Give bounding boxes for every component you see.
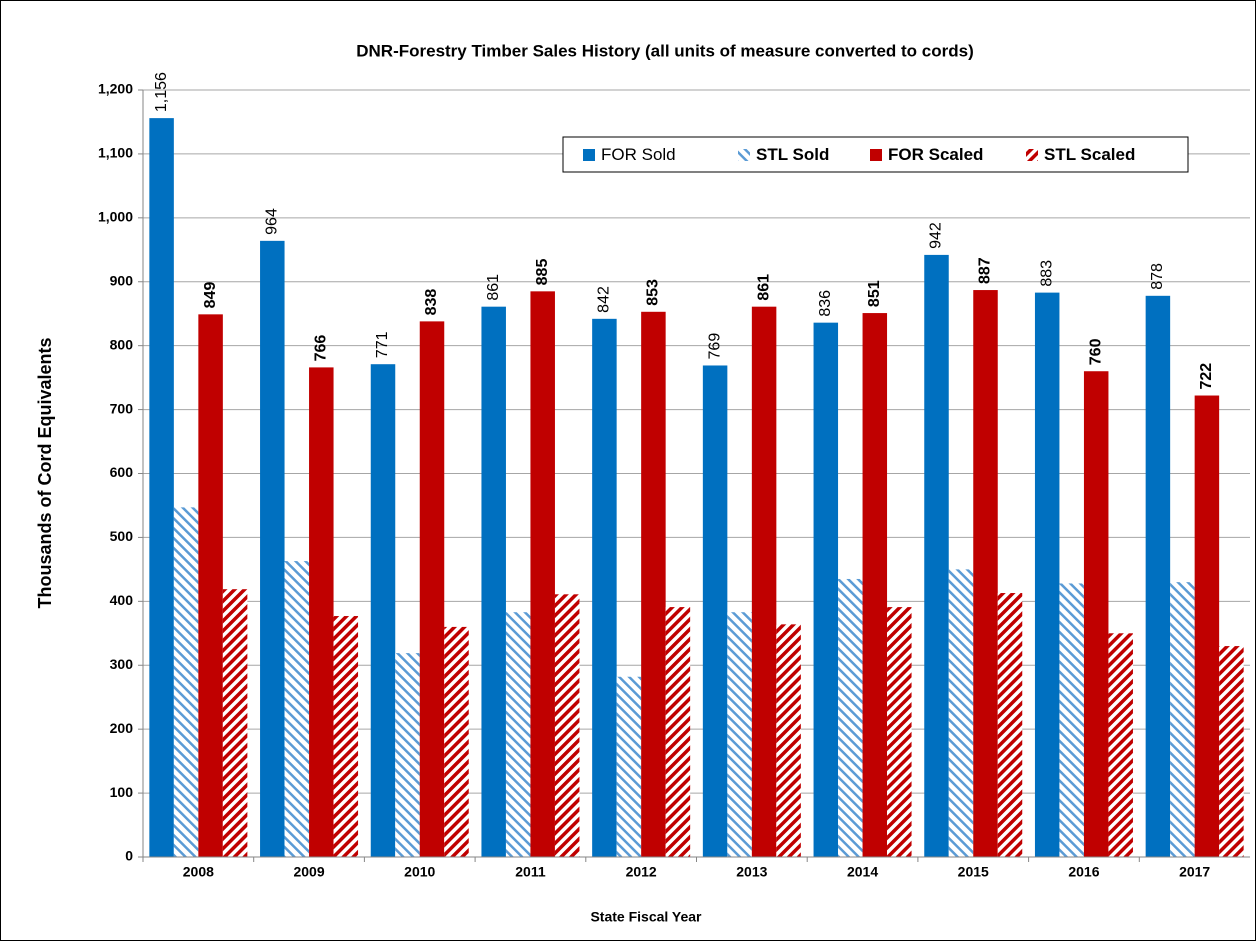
data-label: 851 [866,280,883,307]
data-label: 771 [374,331,391,358]
bar [1170,582,1195,857]
x-tick-label: 2016 [1068,864,1099,880]
legend-swatch [738,149,750,161]
bar [419,321,445,858]
chart-title: DNR-Forestry Timber Sales History (all u… [356,41,974,60]
bar [198,314,223,857]
bar [887,607,912,857]
y-tick-label: 1,100 [98,145,133,161]
y-tick-label: 700 [110,400,134,416]
bar [1083,371,1109,857]
y-tick-label: 0 [125,848,133,864]
data-label: 878 [1149,263,1166,290]
bar [838,578,863,857]
x-tick-label: 2015 [958,864,989,880]
data-label: 964 [264,208,281,235]
bar [862,313,888,857]
legend-swatch [870,149,882,161]
x-tick-label: 2011 [515,864,546,880]
bar [727,612,752,857]
bar [813,322,839,857]
bar [1145,295,1171,858]
data-label: 861 [755,274,772,301]
data-label: 838 [423,289,440,316]
y-tick-label: 100 [110,784,134,800]
x-tick-label: 2013 [736,864,767,880]
data-label: 887 [977,257,994,284]
data-label: 849 [202,282,219,309]
data-label: 769 [706,333,723,360]
bar [222,589,248,857]
data-label: 883 [1038,260,1055,287]
bar [505,612,531,857]
x-tick-label: 2009 [293,864,324,880]
data-label: 766 [313,335,330,362]
legend-label: STL Scaled [1044,145,1135,164]
bar [997,593,1023,857]
y-axis-title: Thousands of Cord Equivalents [35,337,55,608]
data-label: 842 [596,286,613,313]
y-tick-label: 500 [110,528,134,544]
bar [173,507,199,857]
bar [665,607,691,857]
legend-label: FOR Scaled [888,145,983,164]
bar [751,306,777,857]
bar [370,364,396,857]
y-tick-label: 600 [110,464,134,480]
legend-label: FOR Sold [601,145,676,164]
y-tick-label: 300 [110,656,134,672]
data-label: 722 [1198,363,1215,390]
x-tick-label: 2014 [847,864,878,880]
bar [333,616,359,857]
data-label: 885 [534,259,551,286]
bar [444,626,469,857]
y-tick-label: 800 [110,336,134,352]
bar [924,254,949,857]
y-tick-label: 900 [110,272,134,288]
x-tick-label: 2012 [626,864,657,880]
legend-swatch [1026,149,1038,161]
x-tick-label: 2008 [183,864,214,880]
bar [776,624,801,857]
bar [260,240,285,858]
x-tick-label: 2017 [1179,864,1210,880]
data-label: 853 [645,279,662,306]
bar [973,290,998,857]
y-tick-label: 1,000 [98,209,133,225]
data-label: 861 [485,274,502,301]
bar [702,365,728,857]
bar [1059,583,1084,857]
y-tick-label: 400 [110,592,134,608]
bar [1219,646,1244,857]
bar [592,318,617,857]
legend-swatch [583,149,595,161]
legend-label: STL Sold [756,145,829,164]
bar [481,306,506,857]
data-label: 760 [1087,338,1104,365]
data-label: 942 [928,222,945,249]
y-tick-label: 1,200 [98,81,133,97]
bar [309,367,334,857]
bar [284,561,310,857]
bar [554,594,580,857]
bar [530,291,555,857]
bar [616,676,642,857]
bar [948,569,974,857]
bar [641,311,666,857]
bar [395,653,420,857]
bar [1194,395,1220,857]
data-label: 1,156 [153,72,170,112]
x-axis-title: State Fiscal Year [590,909,702,925]
bar [1034,292,1060,857]
y-tick-label: 200 [110,720,134,736]
x-tick-label: 2010 [404,864,435,880]
bar [1108,633,1133,857]
bar [149,118,174,857]
data-label: 836 [817,290,834,317]
